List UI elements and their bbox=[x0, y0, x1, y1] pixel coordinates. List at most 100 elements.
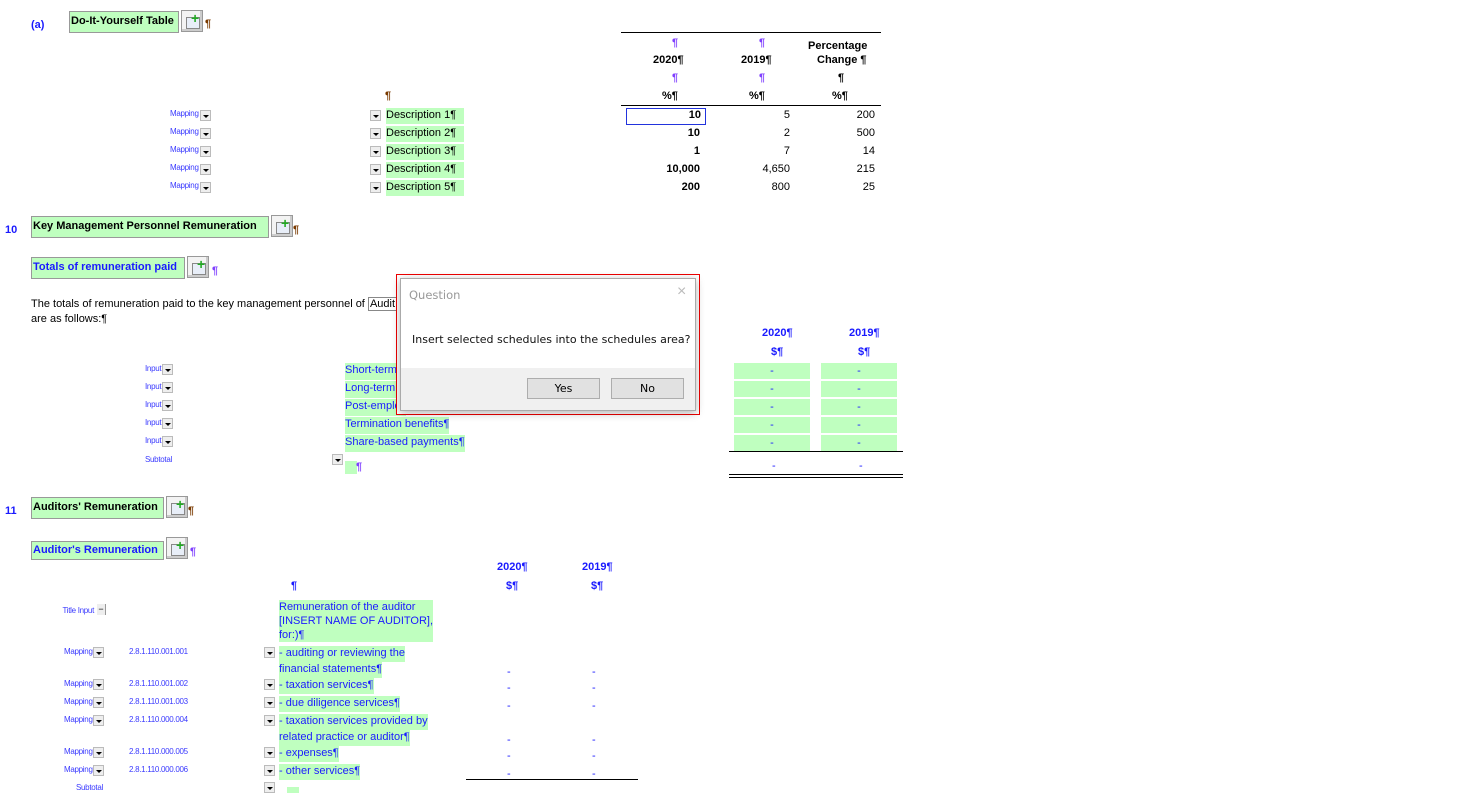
mapping-dropdown[interactable] bbox=[200, 146, 211, 157]
input-label: Input bbox=[145, 400, 162, 409]
input-dropdown[interactable] bbox=[162, 400, 173, 411]
value-pct: 215 bbox=[856, 163, 875, 175]
description-field[interactable]: Description 3¶ bbox=[386, 144, 465, 160]
unit-2019: $¶ bbox=[591, 580, 604, 592]
value-2020[interactable]: - bbox=[734, 417, 810, 433]
value-2019: - bbox=[592, 768, 596, 780]
subtotal-2019: - bbox=[859, 460, 863, 472]
mark: ¶ bbox=[291, 580, 298, 592]
description-field[interactable]: Description 1¶ bbox=[386, 108, 465, 124]
unit-2020: %¶ bbox=[662, 90, 678, 102]
insert-schedule-button[interactable]: + bbox=[166, 537, 188, 559]
value-2020[interactable]: - bbox=[734, 435, 810, 451]
mapping-dropdown[interactable] bbox=[200, 110, 211, 121]
input-dropdown[interactable] bbox=[162, 418, 173, 429]
insert-schedule-button[interactable]: + bbox=[181, 10, 203, 32]
value-2019: - bbox=[592, 666, 596, 678]
value-2020[interactable]: - bbox=[734, 363, 810, 379]
description-dropdown[interactable] bbox=[264, 679, 275, 690]
value-2019: - bbox=[592, 700, 596, 712]
header-2020: 2020¶ bbox=[762, 327, 793, 339]
insert-schedule-button[interactable]: + bbox=[166, 496, 188, 518]
section-number: 10 bbox=[5, 224, 18, 236]
unit-2020: $¶ bbox=[771, 346, 784, 358]
description-dropdown[interactable] bbox=[370, 110, 381, 121]
description-dropdown[interactable] bbox=[370, 182, 381, 193]
row-label: Short-term bbox=[345, 363, 397, 380]
value-2020[interactable]: 1 bbox=[693, 145, 700, 157]
value-2020[interactable]: 10 bbox=[626, 108, 706, 125]
unit-pct: %¶ bbox=[832, 90, 848, 102]
mapping-dropdown[interactable] bbox=[93, 765, 104, 776]
pilcrow: ¶ bbox=[293, 224, 300, 236]
subtotal-dropdown[interactable] bbox=[332, 454, 343, 465]
description-dropdown[interactable] bbox=[264, 715, 275, 726]
input-label: Input bbox=[145, 364, 162, 373]
description-dropdown[interactable] bbox=[370, 164, 381, 175]
insert-schedule-button[interactable]: + bbox=[187, 256, 209, 278]
subtotal-label: Subtotal bbox=[145, 455, 172, 464]
row-label: - expenses¶ bbox=[279, 746, 339, 762]
subtotal-dropdown[interactable] bbox=[264, 782, 275, 793]
input-dropdown[interactable] bbox=[162, 436, 173, 447]
description-dropdown[interactable] bbox=[264, 765, 275, 776]
section-title: Auditors' Remuneration bbox=[31, 497, 164, 519]
subtotal-label: Subtotal bbox=[76, 783, 103, 792]
collapse-icon[interactable]: − bbox=[97, 604, 106, 615]
section-title: Key Management Personnel Remuneration bbox=[31, 216, 269, 238]
row-label: Long-term b bbox=[345, 381, 405, 398]
value-2019: 2 bbox=[783, 127, 790, 139]
description-dropdown[interactable] bbox=[370, 128, 381, 139]
description-field[interactable]: Description 5¶ bbox=[386, 180, 465, 196]
value-2020[interactable]: - bbox=[734, 381, 810, 397]
mapping-label: Mapping bbox=[170, 163, 199, 172]
mapping-dropdown[interactable] bbox=[93, 715, 104, 726]
intro-line: [INSERT NAME OF AUDITOR], bbox=[279, 615, 434, 627]
section-title: Do-It-Yourself Table bbox=[69, 11, 179, 33]
value-2019[interactable]: - bbox=[821, 435, 897, 451]
paragraph-text: The totals of remuneration paid to the k… bbox=[31, 298, 368, 310]
value-2020[interactable]: 10,000 bbox=[666, 163, 700, 175]
value-2019[interactable]: - bbox=[821, 417, 897, 433]
value-2020[interactable]: 10 bbox=[687, 127, 700, 139]
insert-schedule-button[interactable]: + bbox=[271, 215, 293, 237]
dialog-title: Question bbox=[409, 288, 461, 302]
mapping-dropdown[interactable] bbox=[200, 164, 211, 175]
paragraph: The totals of remuneration paid to the k… bbox=[31, 297, 413, 311]
mapping-dropdown[interactable] bbox=[200, 182, 211, 193]
mapping-dropdown[interactable] bbox=[93, 747, 104, 758]
header-2019: 2019¶ bbox=[582, 561, 613, 573]
row-label: - taxation services provided by bbox=[279, 714, 428, 730]
mapping-code: 2.8.1.110.000.006 bbox=[129, 765, 188, 774]
description-dropdown[interactable] bbox=[370, 146, 381, 157]
close-icon[interactable]: × bbox=[677, 283, 687, 300]
header-pct-2: Change ¶ bbox=[817, 54, 867, 66]
value-2019: - bbox=[592, 682, 596, 694]
unit-2019: $¶ bbox=[858, 346, 871, 358]
row-label: financial statements¶ bbox=[279, 662, 383, 678]
value-2019[interactable]: - bbox=[821, 363, 897, 379]
value-2020: - bbox=[507, 666, 511, 678]
value-2020[interactable]: 200 bbox=[681, 181, 700, 193]
value-2020[interactable]: - bbox=[734, 399, 810, 415]
description-field[interactable]: Description 4¶ bbox=[386, 162, 465, 178]
mapping-dropdown[interactable] bbox=[93, 647, 104, 658]
mapping-dropdown[interactable] bbox=[200, 128, 211, 139]
value-2019[interactable]: - bbox=[821, 381, 897, 397]
description-field[interactable]: Description 2¶ bbox=[386, 126, 465, 142]
mapping-dropdown[interactable] bbox=[93, 679, 104, 690]
no-button[interactable]: No bbox=[611, 378, 684, 399]
description-dropdown[interactable] bbox=[264, 647, 275, 658]
mapping-dropdown[interactable] bbox=[93, 697, 104, 708]
description-dropdown[interactable] bbox=[264, 747, 275, 758]
input-dropdown[interactable] bbox=[162, 382, 173, 393]
intro-line: for:)¶ bbox=[279, 629, 305, 641]
input-dropdown[interactable] bbox=[162, 364, 173, 375]
description-dropdown[interactable] bbox=[264, 697, 275, 708]
pilcrow: ¶ bbox=[212, 265, 219, 277]
header-2019: 2019¶ bbox=[741, 54, 772, 66]
paragraph-line-2: are as follows:¶ bbox=[31, 313, 108, 325]
yes-button[interactable]: Yes bbox=[527, 378, 600, 399]
value-pct: 25 bbox=[862, 181, 875, 193]
value-2019[interactable]: - bbox=[821, 399, 897, 415]
